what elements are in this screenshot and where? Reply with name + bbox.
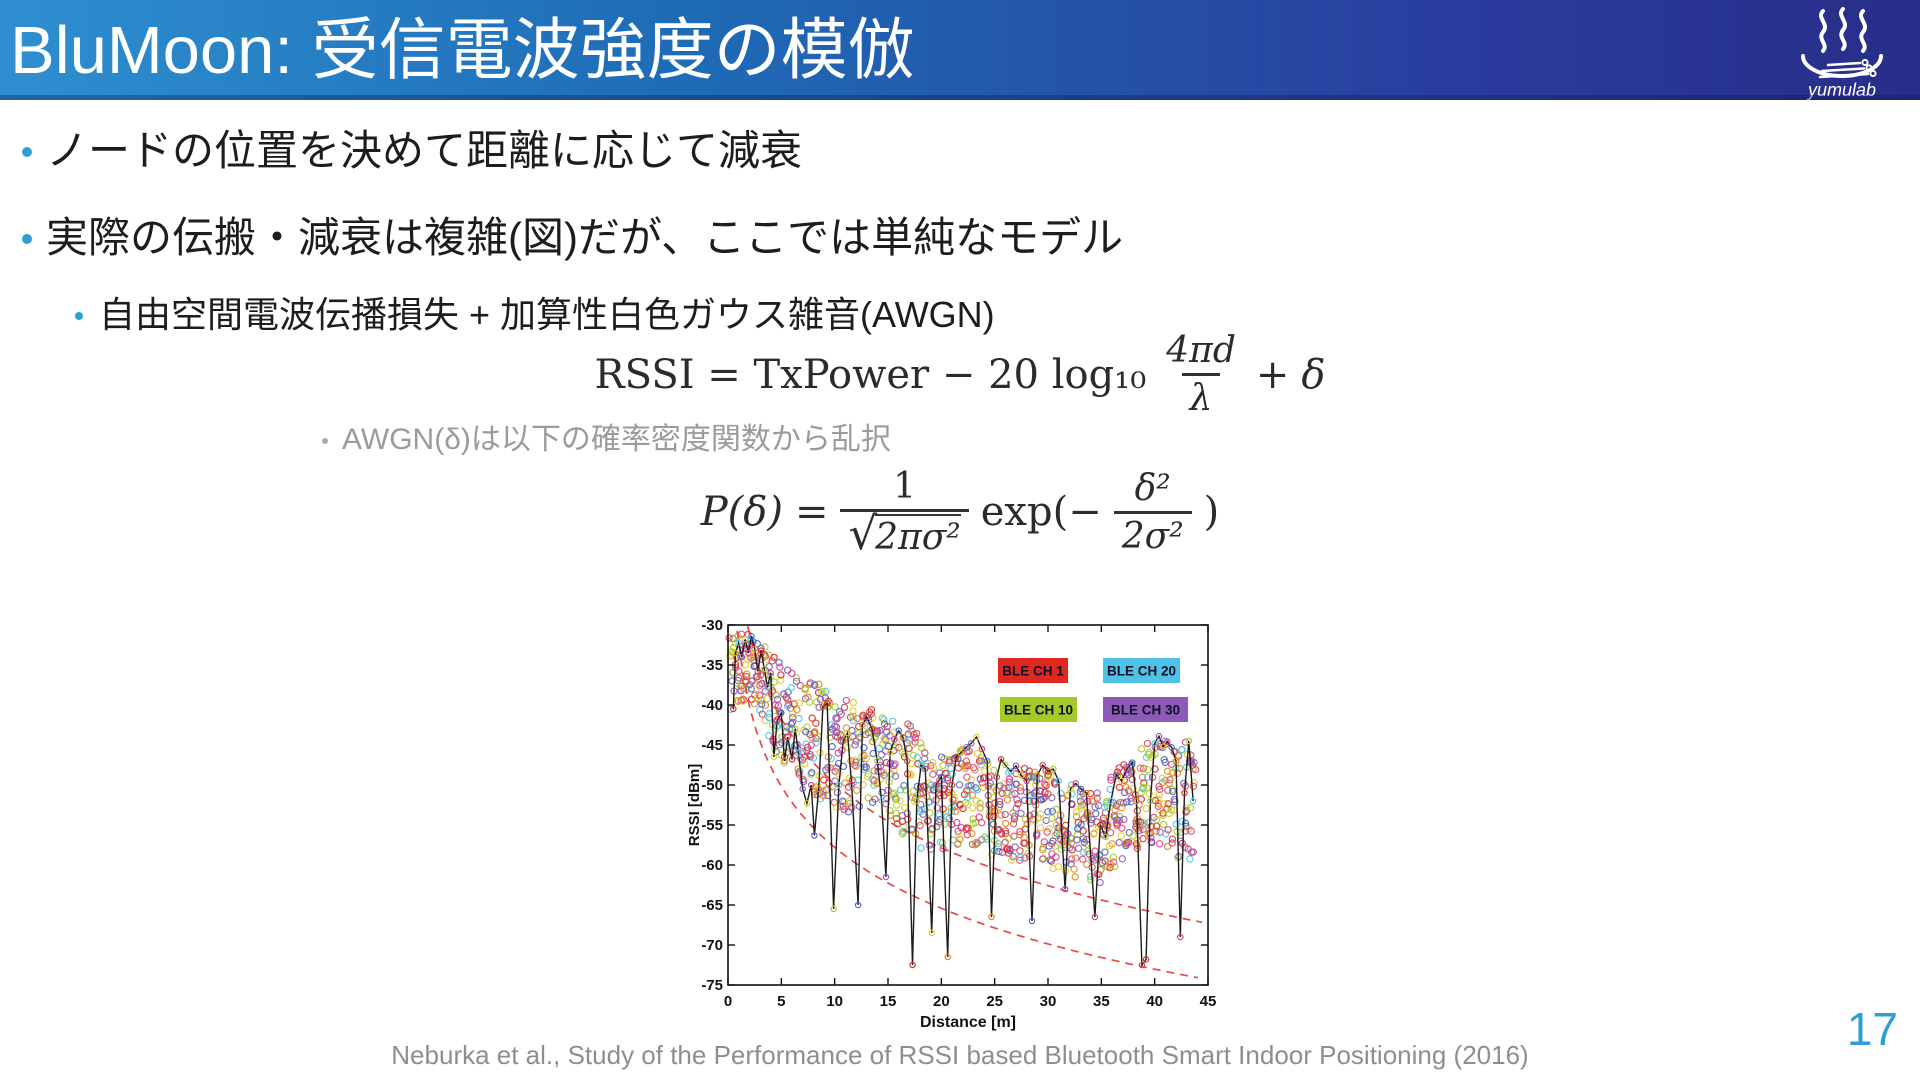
rssi-distance-plot: 0 5 10 15 20 25 30 35 40 45 -75 -70 -65 -60 -55 -50 -45 -…: [686, 617, 1217, 1031]
bullet-text: AWGN(δ)は以下の確率密度関数から乱択: [342, 423, 891, 456]
svg-text:20: 20: [933, 993, 950, 1010]
svg-text:BLE CH 20: BLE CH 20: [1107, 664, 1176, 679]
formula-rssi-plus: +: [1255, 351, 1290, 398]
svg-text:0: 0: [724, 993, 732, 1010]
formula-pdf-close: ): [1203, 489, 1220, 536]
formula-rssi-delta: δ: [1301, 351, 1326, 398]
bullet-text: ノードの位置を決めて距離に応じて減衰: [46, 127, 803, 174]
bullet-text: 自由空間電波伝播損失 + 加算性白色ガウス雑音(AWGN): [99, 294, 995, 335]
fraction-4pid-lambda: 4πd λ: [1166, 330, 1236, 420]
svg-text:-60: -60: [701, 857, 723, 874]
page-number: 17: [1846, 1003, 1898, 1055]
formula-pdf-exp: exp(−: [980, 489, 1102, 536]
svg-text:-50: -50: [701, 777, 723, 794]
formula-rssi-prefix: RSSI = TxPower − 20 log₁₀: [594, 351, 1147, 398]
sqrt-sign: √: [848, 507, 878, 561]
svg-text:-40: -40: [701, 697, 723, 714]
bullet-dot-icon: [75, 312, 83, 320]
onsen-icon: yumulab: [1801, 7, 1883, 100]
formula-gaussian-pdf: P(δ) = 1 √ 2πσ² exp(− δ² 2σ² ): [0, 466, 1920, 559]
rssi-distance-chart: 0 5 10 15 20 25 30 35 40 45 -75 -70 -65 -60 -55 -50 -45 -…: [686, 612, 1231, 1057]
fraction-one-over-sqrt: 1 √ 2πσ²: [840, 466, 969, 561]
bullet-dot-icon: [22, 234, 32, 244]
citation-text: Neburka et al., Study of the Performance…: [391, 1040, 1529, 1070]
svg-text:BLE CH 10: BLE CH 10: [1004, 703, 1073, 718]
svg-text:45: 45: [1200, 993, 1217, 1010]
svg-text:5: 5: [777, 993, 785, 1010]
svg-text:25: 25: [986, 993, 1003, 1010]
formula-pdf-lhs: P(δ): [700, 489, 783, 536]
svg-text:RSSI [dBm]: RSSI [dBm]: [686, 764, 703, 847]
svg-text:15: 15: [880, 993, 897, 1010]
svg-text:Distance [m]: Distance [m]: [920, 1014, 1016, 1031]
svg-text:-75: -75: [701, 977, 723, 994]
svg-text:-30: -30: [701, 617, 723, 634]
bullet-text: 実際の伝搬・減衰は複雑(図)だが、ここでは単純なモデル: [46, 214, 1124, 261]
fraction-delta2-over-2sigma2: δ² 2σ²: [1113, 468, 1192, 558]
yumulab-logo: yumulab: [1776, 4, 1908, 105]
svg-text:-70: -70: [701, 937, 723, 954]
logo-label: yumulab: [1806, 80, 1876, 100]
svg-text:-55: -55: [701, 817, 723, 834]
svg-text:10: 10: [826, 993, 843, 1010]
slide-header-bar: BluMoon: 受信電波強度の模倣 yumulab: [0, 0, 1920, 100]
svg-text:BLE CH 30: BLE CH 30: [1111, 703, 1180, 718]
slide-title: BluMoon: 受信電波強度の模倣: [10, 13, 915, 88]
bullet-item-awgn: AWGN(δ)は以下の確率密度関数から乱択: [322, 418, 891, 462]
bullet-dot-icon: [22, 147, 32, 157]
svg-text:-45: -45: [701, 737, 723, 754]
svg-text:-65: -65: [701, 897, 723, 914]
svg-text:40: 40: [1146, 993, 1163, 1010]
svg-text:-35: -35: [701, 657, 723, 674]
svg-text:35: 35: [1093, 993, 1110, 1010]
formula-pdf-eq: =: [794, 489, 829, 536]
svg-text:BLE CH 1: BLE CH 1: [1002, 664, 1064, 679]
bullet-item-1: ノードの位置を決めて距離に応じて減衰: [22, 120, 802, 182]
bullet-dot-icon: [322, 438, 328, 444]
formula-rssi: RSSI = TxPower − 20 log₁₀ 4πd λ + δ: [0, 330, 1920, 420]
svg-text:30: 30: [1040, 993, 1057, 1010]
bullet-item-2: 実際の伝搬・減衰は複雑(図)だが、ここでは単純なモデル: [22, 207, 1123, 269]
bullet-item-3: 自由空間電波伝播損失 + 加算性白色ガウス雑音(AWGN): [75, 288, 995, 342]
